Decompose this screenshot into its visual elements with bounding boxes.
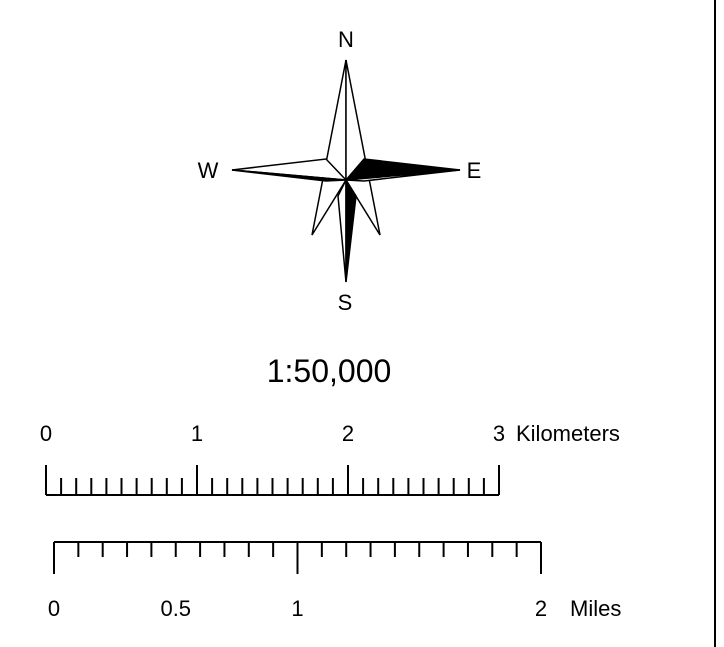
mile-tick-label-0: 0 — [48, 596, 60, 621]
km-tick-label-3: 3 — [493, 421, 505, 446]
east-arm-lower — [345, 169, 461, 182]
map-frame-border — [714, 0, 716, 647]
km-tick-label-1: 1 — [191, 421, 203, 446]
mile-scale-bar — [53, 541, 542, 574]
south-label: S — [338, 290, 353, 315]
north-blade-east — [345, 59, 381, 236]
west-arm-lower — [231, 169, 347, 182]
north-arrow — [231, 59, 461, 283]
east-label: E — [467, 158, 482, 183]
south-spike-left — [337, 179, 347, 283]
west-label: W — [198, 158, 219, 183]
mile-tick-label-1: 0.5 — [160, 596, 191, 621]
mile-tick-label-2: 1 — [291, 596, 303, 621]
km-tick-label-0: 0 — [40, 421, 52, 446]
north-label: N — [338, 27, 354, 52]
south-spike-right — [345, 177, 357, 283]
mile-tick-label-3: 2 — [535, 596, 547, 621]
mile-unit-label: Miles — [570, 596, 621, 621]
km-unit-label: Kilometers — [516, 421, 620, 446]
kilometer-scale-labels: 0 1 2 3 Kilometers — [40, 421, 620, 446]
mile-scale-labels: 0 0.5 1 2 Miles — [48, 596, 621, 621]
km-tick-label-2: 2 — [342, 421, 354, 446]
scale-ratio-text: 1:50,000 — [267, 353, 392, 389]
kilometer-scale-bar — [45, 465, 500, 496]
